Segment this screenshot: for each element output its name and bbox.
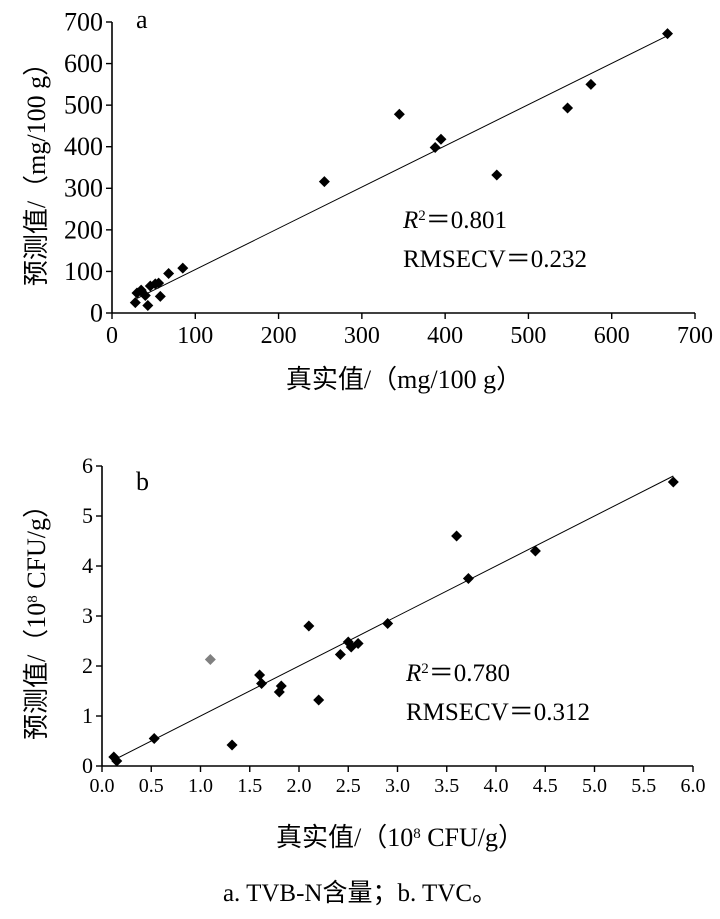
panel-b-fit-line: [113, 475, 674, 761]
panel-b-data-point: [667, 476, 679, 488]
panel-b-x-axis-label-exp: 8: [413, 826, 421, 842]
panel-b-x-axis-label-tail: CFU/g）: [421, 823, 524, 852]
panel-b-r2-annotation: R2＝0.780: [405, 660, 510, 687]
panel-b-rmsecv-annotation: RMSECV＝0.312: [406, 699, 590, 726]
panel-a-data-point: [139, 290, 151, 302]
panel-b-r2-value: ＝0.780: [429, 660, 510, 687]
panel-b-x-tick-label: 3.0: [385, 775, 410, 797]
panel-b-data-point: [334, 649, 346, 660]
panel-b-x-tick-label: 5.0: [582, 775, 607, 797]
panel-a-data-point: [491, 169, 503, 181]
panel-a-data-point: [142, 300, 154, 312]
panel-a-letter: a: [136, 5, 148, 34]
panel-b-tvc-scatter: b 0.0 0.5 1.0 1.5 2.0 2.5 3.0 3.5 4.0 4.5 5.0 5.5 6.…: [22, 453, 706, 852]
panel-a-x-tick-label: 400: [427, 323, 463, 349]
panel-b-y-tick-label: 3: [82, 603, 93, 628]
panel-b-data-point: [529, 545, 541, 557]
panel-a-x-tick-label: 300: [344, 323, 380, 349]
panel-b-y-tick-label: 1: [82, 703, 93, 728]
panel-a-rmsecv-annotation: RMSECV＝0.232: [403, 246, 587, 273]
panel-a-fit-line: [136, 35, 668, 299]
panel-a-x-tick-label: 0: [106, 323, 118, 349]
panel-a-y-axis-label: 预测值/（mg/100 g）: [22, 50, 51, 286]
panel-b-y-axis-label: 预测值/（108 CFU/g）: [22, 492, 51, 740]
panel-a-y-tick-label: 200: [64, 215, 103, 244]
panel-b-data-point: [303, 620, 315, 632]
panel-a-y-tick-label: 100: [64, 257, 103, 286]
panel-b-x-tick-label: 2.0: [287, 775, 312, 797]
panel-a-data-point: [585, 78, 597, 90]
panel-a-y-tick-label: 700: [64, 7, 103, 36]
panel-a-x-tick-label: 100: [177, 323, 213, 349]
panel-b-x-tick-label: 6.0: [681, 775, 706, 797]
panel-a-x-tick-label: 500: [510, 323, 546, 349]
panel-b-data-point: [204, 654, 216, 665]
panel-a-data-point: [154, 290, 166, 302]
panel-b-data-point: [111, 755, 123, 767]
panel-b-y-axis-label-head: 预测值/（10: [22, 603, 51, 740]
panel-a-data-point: [177, 262, 189, 274]
panel-b-r2-symbol: R: [405, 660, 421, 687]
panel-a-r2-annotation: R2＝0.801: [402, 207, 507, 234]
panel-b-y-axis-label-exp: 8: [25, 595, 41, 603]
panel-a-x-tick-label: 200: [261, 323, 297, 349]
panel-a-y-tick-label: 400: [64, 132, 103, 161]
panel-b-x-axis-label: 真实值/（108 CFU/g）: [276, 823, 524, 852]
panel-a-tvbn-scatter: a 0 100 200 300 400 500 600 700 0 100 200 300 400 500…: [22, 5, 713, 394]
panel-b-y-tick-label: 2: [82, 653, 93, 678]
panel-a-data-point: [163, 268, 175, 280]
panel-b-data-point: [226, 739, 238, 751]
panel-b-x-tick-label: 4.0: [484, 775, 509, 797]
panel-b-data-point: [148, 733, 160, 744]
panel-a-data-point: [153, 277, 165, 289]
panel-b-x-tick-label: 2.5: [336, 775, 361, 797]
panel-a-y-tick-label: 600: [64, 49, 103, 78]
panel-b-y-tick-label: 6: [82, 453, 93, 478]
panel-b-x-tick-label: 4.5: [533, 775, 558, 797]
panel-b-data-point: [382, 618, 394, 629]
panel-a-data-point: [435, 133, 447, 145]
panel-b-x-tick-label: 3.5: [434, 775, 459, 797]
panel-a-data-point: [318, 176, 330, 188]
panel-a-data-point: [662, 28, 674, 40]
panel-a-r2-value: ＝0.801: [426, 207, 507, 234]
panel-b-y-tick-label: 5: [82, 503, 93, 528]
panel-a-r2-symbol: R: [402, 207, 418, 234]
panel-b-x-tick-label: 0.0: [90, 775, 115, 797]
panel-a-x-tick-label: 700: [677, 323, 713, 349]
panel-a-x-axis-label: 真实值/（mg/100 g）: [286, 365, 522, 394]
panel-b-x-tick-label: 0.5: [139, 775, 164, 797]
panel-b-data-point: [254, 669, 266, 681]
panel-b-y-tick-label: 4: [82, 553, 93, 578]
panel-a-y-tick-label: 0: [90, 298, 103, 327]
panel-b-x-axis-label-head: 真实值/（10: [276, 823, 413, 852]
panel-b-r2-exponent: 2: [421, 661, 429, 677]
panel-a-y-tick-label: 300: [64, 174, 103, 203]
panel-a-x-tick-label: 600: [594, 323, 630, 349]
panel-b-data-point: [352, 638, 364, 649]
panel-b-data-point: [256, 678, 268, 689]
panel-b-data-point: [451, 530, 463, 542]
panel-b-data-point: [462, 573, 474, 584]
panel-a-data-point: [429, 142, 441, 154]
panel-b-x-tick-label: 5.5: [631, 775, 656, 797]
panel-b-data-point: [313, 694, 325, 706]
panel-b-data-point: [275, 680, 287, 692]
panel-b-y-axis-label-tail: CFU/g）: [22, 492, 51, 595]
panel-a-data-point: [562, 102, 574, 114]
figure-caption: a. TVB-N含量；b. TVC。: [222, 880, 498, 907]
panel-b-letter: b: [136, 467, 149, 496]
panel-b-x-tick-label: 1.0: [188, 775, 213, 797]
panel-a-y-tick-label: 500: [64, 91, 103, 120]
panel-b-y-tick-label: 0: [82, 753, 93, 778]
panel-a-r2-exponent: 2: [418, 208, 426, 224]
panel-a-data-point: [129, 297, 141, 309]
panel-a-data-point: [393, 108, 405, 120]
panel-b-x-tick-label: 1.5: [237, 775, 262, 797]
